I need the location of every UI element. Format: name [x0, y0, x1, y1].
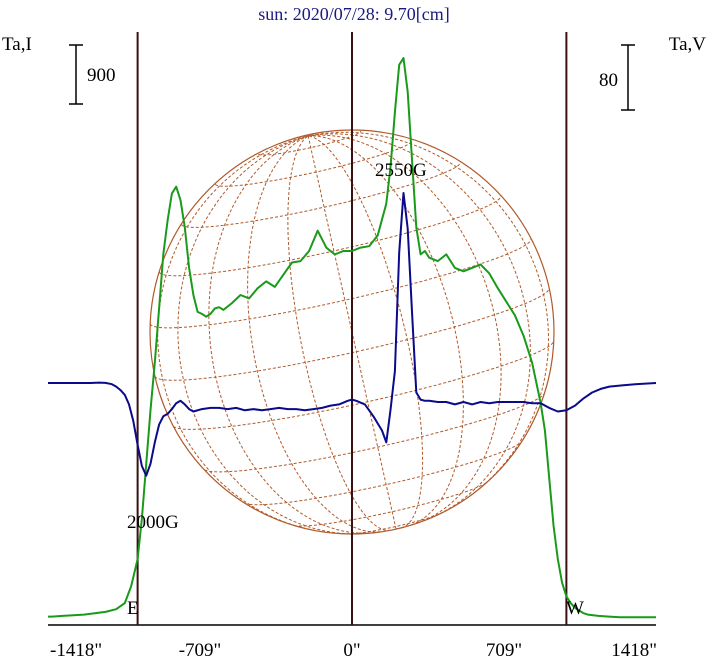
parallel-line — [348, 512, 442, 535]
x-tick-label: 1418" — [611, 640, 657, 661]
limb-label-east: E — [127, 598, 139, 619]
meridian-line — [247, 135, 381, 533]
solar-disk-grid — [149, 129, 555, 535]
parallel-line — [154, 287, 550, 381]
meridian-line — [208, 135, 375, 534]
text-layer: sun: 2020/07/28: 9.70[cm] Ta,I Ta,V 900 … — [2, 4, 706, 619]
meridian-line — [287, 135, 391, 532]
annotation-2550g: 2550G — [375, 160, 427, 181]
y-label-left: Ta,I — [2, 34, 32, 55]
meridian-line — [177, 135, 360, 535]
parallel-line — [214, 140, 414, 187]
meridian-line — [308, 135, 464, 526]
x-tick-label: 0" — [343, 640, 360, 661]
chart-title: sun: 2020/07/28: 9.70[cm] — [258, 4, 450, 24]
y-label-right: Ta,V — [669, 34, 706, 55]
parallel-line — [204, 393, 545, 473]
scale-bar-left-label: 900 — [87, 65, 116, 86]
annotation-2000g: 2000G — [127, 512, 179, 533]
meridian-line — [307, 135, 397, 530]
x-tick-label: -1418" — [50, 640, 102, 661]
parallel-line — [244, 440, 523, 506]
parallel-line — [149, 238, 532, 329]
meridian-line — [157, 135, 316, 532]
parallel-line — [173, 341, 555, 430]
x-tick-label: -709" — [179, 640, 222, 661]
meridian-line — [308, 134, 502, 524]
meridian-line — [308, 133, 531, 519]
parallel-line — [258, 130, 362, 156]
series-intensity-line — [48, 57, 656, 619]
meridian-line — [308, 135, 424, 529]
series-layer — [48, 57, 657, 619]
parallel-line — [158, 195, 502, 277]
parallel-line — [181, 162, 461, 228]
plot-frame — [48, 32, 656, 626]
meridian-line — [308, 131, 550, 497]
limb-label-west: W — [566, 598, 584, 619]
x-tick-labels: -1418" -709" 0" 709" 1418" — [50, 640, 657, 661]
scale-bar-right-label: 80 — [599, 70, 618, 91]
series-polarization-line — [48, 192, 657, 477]
x-tick-label: 709" — [486, 640, 522, 661]
